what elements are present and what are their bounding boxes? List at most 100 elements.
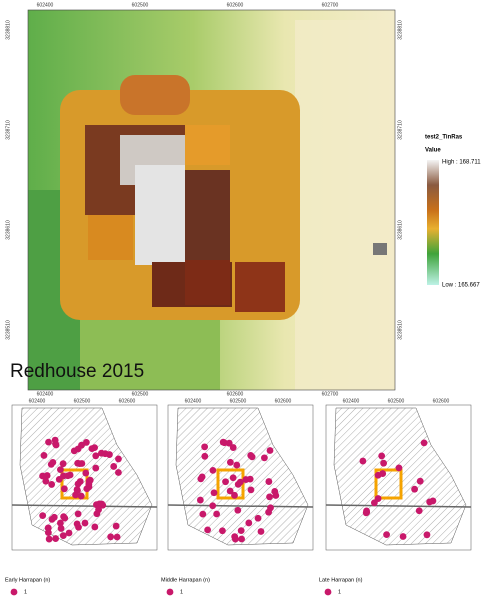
dem-map: Redhouse 2015 bbox=[10, 9, 396, 391]
find-dot bbox=[76, 460, 84, 468]
find-dot bbox=[204, 526, 212, 534]
legend-field: Value bbox=[425, 148, 441, 154]
find-dot bbox=[76, 478, 84, 485]
map-title: Redhouse 2015 bbox=[10, 361, 144, 382]
find-dot bbox=[229, 444, 237, 451]
panel-tick: 602400 bbox=[29, 398, 46, 404]
panel-tick: 602500 bbox=[230, 398, 247, 404]
find-dot bbox=[43, 472, 51, 479]
find-dot bbox=[416, 477, 424, 485]
find-dot bbox=[429, 497, 437, 505]
find-dot bbox=[380, 459, 388, 467]
find-dot bbox=[40, 452, 48, 459]
find-dot bbox=[75, 523, 82, 531]
top-tick: 602600 bbox=[227, 2, 244, 8]
find-dot bbox=[201, 452, 209, 460]
find-dot bbox=[257, 528, 265, 535]
find-dot bbox=[48, 515, 56, 523]
left-tick: 3238510 bbox=[5, 320, 11, 340]
find-dot bbox=[115, 455, 122, 463]
find-dot bbox=[92, 464, 100, 472]
find-dot bbox=[415, 507, 423, 515]
panel-tick: 602400 bbox=[185, 398, 202, 404]
color-ramp bbox=[427, 160, 439, 285]
find-dot bbox=[73, 486, 81, 493]
left-tick: 3238610 bbox=[5, 220, 11, 240]
panel-tick: 602600 bbox=[433, 398, 450, 404]
find-dot bbox=[209, 502, 217, 510]
panel-tick: 602500 bbox=[388, 398, 405, 404]
bottom-tick: 602600 bbox=[227, 391, 244, 397]
find-dot bbox=[231, 491, 238, 499]
find-dot bbox=[57, 466, 64, 474]
left-tick: 3238810 bbox=[5, 20, 11, 40]
legend-dot bbox=[324, 588, 332, 596]
find-dot bbox=[209, 467, 217, 474]
find-dot bbox=[225, 439, 233, 447]
find-dot bbox=[39, 512, 47, 520]
panel-label: Late Harrapan (n) bbox=[319, 577, 363, 583]
find-dot bbox=[57, 525, 65, 532]
find-dot bbox=[51, 436, 59, 444]
road bbox=[167, 504, 314, 508]
find-dot bbox=[213, 510, 221, 518]
right-tick: 3238610 bbox=[397, 220, 403, 240]
find-dot bbox=[82, 469, 90, 477]
legend-count: 1 bbox=[180, 589, 183, 595]
legend-dot bbox=[166, 588, 174, 596]
find-dot bbox=[374, 495, 382, 502]
panel-label: Early Harrapan (n) bbox=[5, 577, 50, 583]
panel-label: Middle Harrapan (n) bbox=[161, 577, 210, 583]
find-dot bbox=[44, 524, 52, 532]
road bbox=[11, 504, 158, 508]
right-tick: 3238710 bbox=[397, 120, 403, 140]
find-dot bbox=[219, 527, 226, 535]
find-dot bbox=[56, 519, 64, 527]
right-tick: 3238510 bbox=[397, 320, 403, 340]
find-dot bbox=[60, 472, 67, 480]
find-dot bbox=[265, 508, 272, 516]
find-dot bbox=[70, 447, 78, 455]
legend-count: 1 bbox=[24, 589, 27, 595]
legend-count: 1 bbox=[338, 589, 341, 595]
find-dot bbox=[248, 453, 256, 461]
find-dot bbox=[91, 523, 99, 531]
find-dot bbox=[226, 487, 234, 495]
legend: test2_TinRas Value High : 168.711 Low : … bbox=[425, 135, 481, 289]
panel-tick: 602600 bbox=[119, 398, 136, 404]
find-dot bbox=[92, 452, 100, 460]
legend-low: Low : 165.667 bbox=[442, 283, 480, 289]
find-dot bbox=[59, 532, 67, 540]
find-dot bbox=[210, 489, 218, 497]
find-dot bbox=[59, 460, 67, 468]
find-dot bbox=[423, 531, 431, 539]
find-dot bbox=[74, 510, 82, 518]
find-dot bbox=[271, 488, 279, 495]
find-dot bbox=[261, 454, 268, 462]
bottom-tick: 602500 bbox=[132, 391, 149, 397]
find-dot bbox=[78, 441, 85, 449]
find-dot bbox=[242, 476, 250, 483]
find-dot bbox=[72, 491, 79, 499]
legend-dot bbox=[10, 588, 18, 596]
find-dot bbox=[49, 458, 57, 466]
find-dot bbox=[238, 535, 246, 543]
find-dot bbox=[95, 500, 103, 508]
find-dot bbox=[222, 478, 229, 486]
find-dot bbox=[266, 447, 274, 454]
find-dot bbox=[359, 457, 367, 465]
find-dot bbox=[363, 507, 370, 515]
panel-tick: 602500 bbox=[74, 398, 91, 404]
find-dot bbox=[197, 475, 205, 483]
find-dot bbox=[237, 527, 245, 535]
find-dot bbox=[112, 522, 120, 530]
find-dot bbox=[245, 519, 253, 527]
find-dot bbox=[101, 450, 109, 458]
road bbox=[325, 504, 472, 508]
find-dot bbox=[234, 506, 242, 514]
find-dot bbox=[42, 477, 50, 485]
find-dot bbox=[378, 452, 386, 460]
top-tick: 602400 bbox=[37, 2, 54, 8]
legend-layer: test2_TinRas bbox=[425, 135, 463, 141]
find-dot bbox=[60, 485, 68, 493]
